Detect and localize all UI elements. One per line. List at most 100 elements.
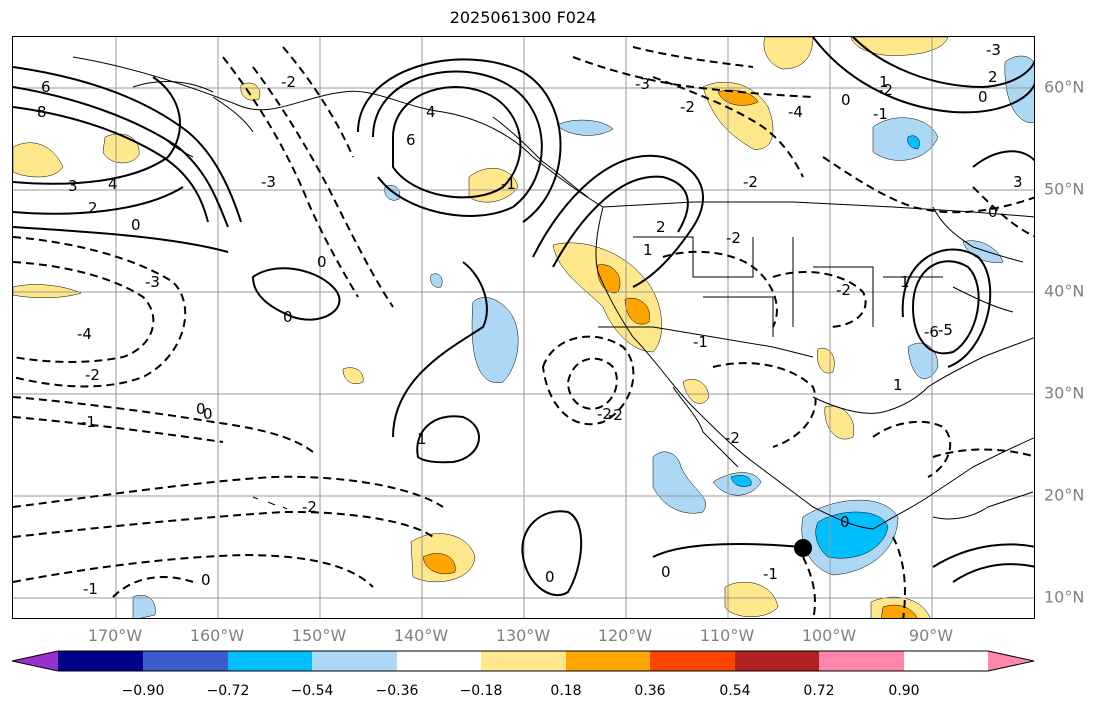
shade-patch	[13, 284, 82, 299]
shade-patch	[881, 604, 918, 618]
contour-label: -2	[680, 98, 695, 116]
colorbar-tick-label: −0.36	[375, 683, 419, 699]
shade-patch	[763, 37, 814, 70]
lon-label: 130°W	[495, 626, 551, 645]
contour-label: 1	[900, 273, 910, 291]
contour-label: -1	[83, 580, 98, 598]
colorbar-segment	[58, 651, 143, 671]
colorbar-segments	[12, 651, 1034, 671]
colorbar-segment	[819, 651, 904, 671]
shade-patch	[102, 133, 140, 164]
contour-label: -2	[597, 405, 612, 423]
contour-label: 3	[68, 177, 78, 195]
lon-label: 100°W	[801, 626, 857, 645]
contour-label: -1	[81, 413, 96, 431]
shade-patch	[730, 475, 752, 487]
contour-label: 0	[317, 253, 327, 271]
contour-label: 2	[988, 68, 998, 86]
lat-label: 60°N	[1044, 77, 1085, 97]
contour-label: 0	[978, 88, 988, 106]
contour-label: 0	[545, 568, 555, 586]
colorbar-segment	[312, 651, 397, 671]
shade-patch	[850, 37, 949, 56]
shade-patch	[430, 273, 443, 288]
contour-label: 2	[656, 218, 666, 236]
shade-patch	[682, 379, 710, 404]
colorbar	[11, 650, 1035, 672]
colorbar-tick-label: −0.54	[290, 683, 334, 699]
shading-layer	[13, 37, 1034, 618]
contour-label: 0	[196, 400, 206, 418]
contour-label: -2	[302, 498, 317, 516]
contours	[13, 37, 1034, 597]
contour-label: -2	[608, 406, 623, 424]
shade-patch	[240, 82, 261, 101]
shade-patch	[907, 342, 939, 379]
shade-patch	[471, 297, 519, 383]
shade-patch	[468, 168, 519, 203]
colorbar-segment	[735, 651, 819, 671]
shade-patch	[815, 511, 889, 559]
contour-labels: 6 8 3 4 2 0 -3 -4 -2 -1 0 -3 -2 6 4 -3 -…	[37, 41, 1023, 598]
colorbar-segment	[566, 651, 650, 671]
shade-patch	[907, 135, 920, 150]
contour-label: -2	[281, 73, 296, 91]
colorbar-tick-label: 0.36	[634, 683, 666, 699]
lon-label: 170°W	[87, 626, 143, 645]
colorbar-extend-max	[988, 651, 1034, 671]
map-title: 2025061300 F024	[449, 8, 597, 27]
colorbar-tick-label: 0.90	[888, 683, 920, 699]
colorbar-extend-min	[12, 651, 58, 671]
shade-patch	[652, 451, 706, 514]
contour-label: -3	[261, 173, 276, 191]
contour-label: 1	[879, 73, 889, 91]
lat-label: 10°N	[1044, 587, 1085, 607]
shade-patch	[13, 142, 64, 178]
contours-dashed	[13, 46, 1034, 618]
contour-label: -1	[501, 175, 516, 193]
contour-label: 2	[88, 199, 98, 217]
colorbar-tick-label: −0.18	[459, 683, 503, 699]
contour-label: -1	[693, 333, 708, 351]
graticule	[13, 37, 1034, 618]
shade-patch	[872, 117, 939, 161]
contour-label: 0	[840, 513, 850, 531]
contour-label: 0	[203, 405, 213, 423]
lat-label: 50°N	[1044, 179, 1085, 199]
lon-label: 140°W	[393, 626, 449, 645]
contour-label: -3	[986, 41, 1001, 59]
colorbar-outline	[11, 650, 1035, 672]
map-canvas: 6 8 3 4 2 0 -3 -4 -2 -1 0 -3 -2 6 4 -3 -…	[13, 37, 1034, 618]
lat-label: 30°N	[1044, 383, 1085, 403]
colorbar-tick-label: 0.72	[803, 683, 835, 699]
shade-patch	[624, 297, 650, 325]
contour-label: 3	[1013, 173, 1023, 191]
colorbar-segment	[397, 651, 481, 671]
lat-label: 40°N	[1044, 281, 1085, 301]
colorbar-segment	[650, 651, 735, 671]
contour-label: -2	[725, 429, 740, 447]
contour-label: -6	[924, 323, 939, 341]
shade-patch	[556, 119, 614, 136]
storm-center-marker[interactable]	[794, 539, 812, 557]
colorbar-tick-label: 0.18	[550, 683, 582, 699]
shade-patch	[342, 367, 364, 385]
shade-patch	[724, 581, 779, 617]
contour-label: -3	[635, 75, 650, 93]
contour-label: -1	[873, 105, 888, 123]
lon-label: 160°W	[189, 626, 245, 645]
contour-label: -3	[145, 273, 160, 291]
contour-label: -5	[938, 321, 953, 339]
lon-label: 110°W	[699, 626, 755, 645]
contour-label: 0	[988, 203, 998, 221]
contour-label: 0	[201, 571, 211, 589]
contour-label: 6	[41, 78, 51, 96]
colorbar-tick-label: −0.90	[121, 683, 165, 699]
shade-patch	[422, 553, 456, 575]
lat-label: 20°N	[1044, 485, 1085, 505]
shade-patch	[1004, 55, 1034, 123]
shade-patch	[552, 242, 662, 353]
map-frame[interactable]: 6 8 3 4 2 0 -3 -4 -2 -1 0 -3 -2 6 4 -3 -…	[12, 36, 1035, 619]
contour-label: 1	[417, 430, 427, 448]
contour-label: 0	[283, 308, 293, 326]
